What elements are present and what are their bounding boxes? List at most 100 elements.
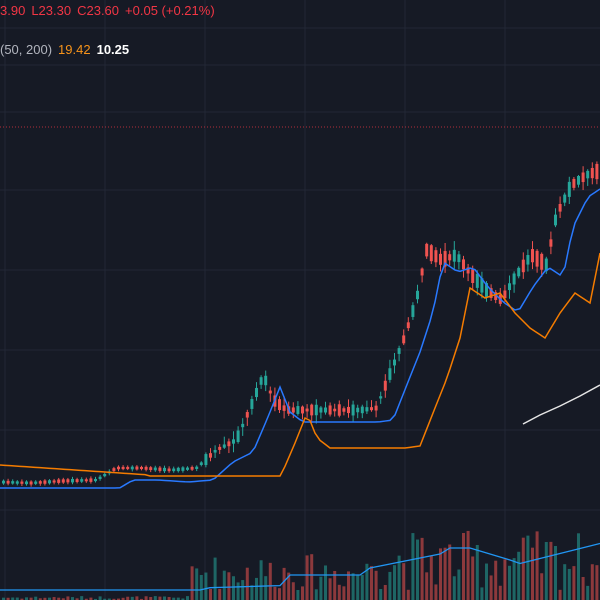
volume-bar — [356, 574, 360, 600]
volume-bar — [301, 586, 304, 600]
candle-body — [38, 481, 42, 484]
ohlc-legend: 3.90 L23.30 C23.60 +0.05 (+0.21%) — [0, 3, 215, 18]
change-value: +0.05 (+0.21%) — [125, 3, 215, 18]
candle-body — [204, 454, 208, 466]
candle-body — [25, 481, 28, 485]
candle-body — [140, 466, 143, 470]
candle-body — [494, 292, 498, 300]
candle-body — [374, 405, 378, 411]
candle-body — [232, 439, 235, 444]
volume-bar — [540, 573, 544, 600]
volume-bar — [512, 558, 516, 600]
candle-body — [443, 251, 447, 267]
candle-body — [75, 479, 79, 482]
candle-body — [512, 273, 516, 285]
volume-bar — [558, 589, 562, 600]
candle-body — [549, 239, 553, 247]
candle-body — [526, 255, 530, 265]
candle-body — [199, 462, 203, 465]
candle-body — [227, 441, 231, 447]
volume-bar — [52, 597, 56, 600]
volume-bar — [38, 598, 42, 600]
low-key: L — [31, 3, 39, 18]
volume-bar — [158, 596, 162, 600]
candle-body — [255, 387, 258, 398]
volume-bar — [296, 589, 300, 600]
candle-body — [2, 480, 5, 484]
candle-body — [439, 253, 442, 265]
volume-bar — [34, 596, 38, 600]
candle-body — [420, 268, 424, 276]
volume-bar — [121, 597, 125, 600]
candle-body — [567, 181, 571, 197]
volume-bar — [103, 598, 107, 600]
volume-bar — [84, 598, 88, 600]
volume-bar — [402, 563, 406, 600]
candles — [2, 161, 599, 487]
volume-bar — [439, 548, 442, 600]
volume-bar — [236, 582, 240, 600]
volume-bar — [595, 565, 599, 600]
candle-body — [282, 405, 286, 411]
volume-bar — [140, 598, 143, 600]
candle-body — [163, 467, 166, 472]
candle-body — [80, 479, 84, 482]
volume-bar — [319, 576, 323, 600]
volume-bar — [11, 597, 15, 600]
volume-bar — [452, 576, 456, 600]
volume-bar — [549, 541, 553, 600]
candle-body — [158, 467, 162, 471]
candle-body — [98, 476, 102, 479]
volume-bar — [314, 589, 318, 600]
candle-body — [57, 479, 61, 483]
moving-average-orange-line — [0, 252, 600, 477]
volume-bar — [383, 584, 387, 600]
volume-bar — [416, 539, 419, 600]
candle-body — [558, 203, 562, 212]
volume-bar — [15, 597, 19, 600]
candle-body — [572, 178, 576, 188]
volume-bar — [494, 560, 498, 600]
candle-body — [43, 480, 47, 484]
volume-bar — [347, 571, 350, 600]
candle-body — [508, 283, 511, 291]
volume-bar — [590, 564, 594, 600]
candle-body — [563, 194, 567, 203]
candle-body — [324, 407, 327, 413]
volume-bar — [218, 588, 222, 600]
candle-body — [397, 348, 401, 354]
candle-body — [29, 481, 33, 485]
volume-bar — [374, 570, 378, 600]
candle-body — [172, 468, 176, 472]
volume-bar — [305, 555, 309, 600]
volume-bar — [535, 531, 539, 600]
volume-bar — [388, 571, 392, 600]
candle-body — [540, 253, 544, 270]
candle-body — [84, 479, 88, 482]
volume-bar — [563, 564, 567, 600]
candle-body — [429, 245, 433, 262]
candle-body — [186, 467, 189, 470]
volume-bar — [112, 598, 116, 600]
volume-bar — [485, 563, 488, 600]
volume-bar — [351, 573, 355, 600]
candle-body — [250, 399, 254, 409]
candle-body — [218, 446, 222, 450]
volume-bar — [333, 570, 337, 600]
candle-body — [48, 480, 51, 484]
candle-body — [581, 172, 585, 183]
candle-body — [590, 167, 594, 179]
volume-bar — [135, 596, 139, 600]
candle-body — [259, 377, 263, 385]
volume-bar — [586, 585, 590, 600]
volume-bar — [310, 554, 314, 600]
volume-bar — [581, 576, 585, 600]
candle-body — [121, 466, 125, 470]
volume-bar — [71, 597, 74, 600]
volume-bar — [176, 597, 180, 600]
volume-bar — [531, 547, 534, 600]
volume-bar — [250, 585, 254, 600]
candle-body — [61, 479, 65, 483]
